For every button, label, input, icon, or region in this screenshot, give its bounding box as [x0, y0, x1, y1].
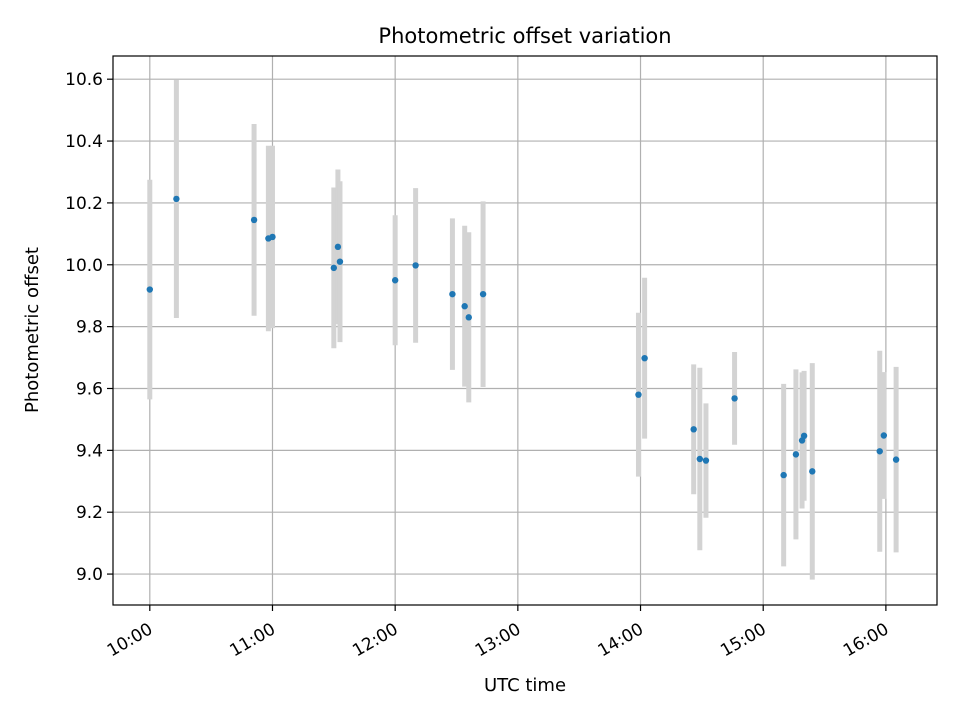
- data-point: [635, 391, 642, 398]
- data-points: [146, 195, 900, 479]
- data-point: [269, 233, 276, 241]
- data-point: [809, 468, 816, 475]
- data-point: [334, 243, 342, 251]
- data-point: [641, 354, 648, 362]
- data-point: [173, 195, 180, 203]
- data-point: [449, 290, 456, 298]
- data-point: [880, 432, 888, 439]
- chart-title: Photometric offset variation: [378, 24, 671, 48]
- data-point: [412, 262, 419, 269]
- data-point: [461, 303, 468, 310]
- data-point: [702, 457, 710, 464]
- y-tick-label: 10.2: [65, 194, 103, 214]
- data-point: [876, 448, 883, 455]
- data-point: [479, 290, 487, 298]
- data-point: [330, 264, 338, 272]
- data-point: [146, 286, 154, 293]
- data-point: [731, 395, 738, 402]
- data-point: [690, 426, 697, 433]
- y-tick-label: 10.0: [65, 256, 103, 276]
- data-point: [696, 455, 704, 463]
- data-point: [250, 216, 258, 224]
- y-tick-label: 9.0: [76, 565, 103, 585]
- y-axis-ticks: 9.0 9.2 9.4 9.6 9.8 10.0 10.2 10.4 10.6: [65, 70, 113, 585]
- data-point: [780, 471, 787, 479]
- plot-frame: [112, 55, 938, 606]
- data-point: [465, 314, 472, 321]
- y-tick-label: 9.8: [76, 318, 103, 338]
- y-tick-label: 10.6: [65, 70, 103, 90]
- y-tick-label: 9.6: [76, 379, 103, 399]
- data-point: [892, 456, 900, 463]
- y-tick-label: 10.4: [65, 132, 103, 152]
- y-axis-label: Photometric offset: [22, 247, 43, 413]
- x-axis-label: UTC time: [484, 675, 566, 696]
- data-point: [792, 451, 800, 458]
- data-point: [391, 277, 399, 284]
- y-tick-label: 9.4: [76, 441, 103, 461]
- data-point: [800, 432, 808, 440]
- data-point: [336, 258, 344, 265]
- y-tick-label: 9.2: [76, 503, 103, 523]
